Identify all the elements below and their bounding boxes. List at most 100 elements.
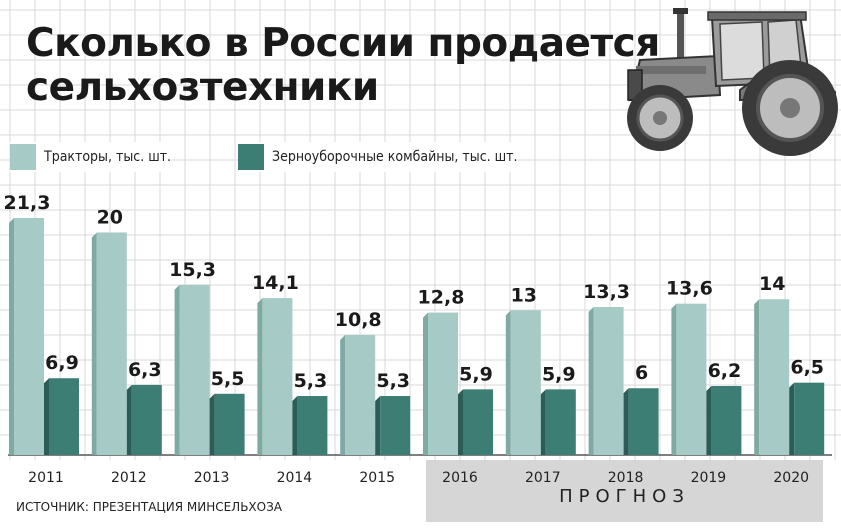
x-tick-label: 2014 <box>277 470 313 486</box>
bar-side <box>540 389 546 455</box>
bar-tractors-2020 <box>754 299 790 455</box>
data-label: 10,8 <box>335 309 382 331</box>
bar-combines-2017 <box>540 389 576 455</box>
bar-tractors-2014 <box>257 298 293 455</box>
bar-tractors-2017 <box>505 310 541 455</box>
legend-label-combines: Зерноуборочные комбайны, тыс. шт. <box>272 149 518 165</box>
x-tick-label: 2020 <box>773 470 809 486</box>
legend-swatch-combines <box>238 144 264 170</box>
legend-combines: Зерноуборочные комбайны, тыс. шт. <box>238 142 518 172</box>
legend-tractors: Тракторы, тыс. шт. <box>10 142 172 172</box>
forecast-band <box>426 460 823 522</box>
x-tick-label: 2013 <box>194 470 230 486</box>
title-line-1: Сколько в России продается <box>26 21 660 66</box>
bar-face <box>214 393 245 455</box>
x-tick-label: 2015 <box>359 470 395 486</box>
bar-face <box>628 388 659 455</box>
bar-combines-2011 <box>44 378 79 455</box>
data-label: 6 <box>635 362 648 384</box>
bar-face <box>262 298 293 455</box>
bar-side <box>623 388 629 455</box>
bar-face <box>510 310 541 455</box>
bar-side <box>257 298 263 455</box>
bar-face <box>297 396 328 455</box>
bar-combines-2018 <box>623 388 659 455</box>
x-tick-label: 2012 <box>111 470 147 486</box>
bar-tractors-2011 <box>9 218 44 455</box>
bar-side <box>9 218 14 455</box>
bar-tractors-2015 <box>340 334 376 455</box>
bar-side <box>126 384 132 455</box>
bar-tractors-2018 <box>588 307 624 455</box>
bar-side <box>423 312 428 455</box>
bar-face <box>345 334 376 455</box>
bar-side <box>671 303 677 455</box>
bar-combines-2015 <box>375 396 411 455</box>
bar-tractors-2012 <box>91 232 127 455</box>
bar-tractors-2016 <box>423 312 458 455</box>
bar-face <box>96 232 127 455</box>
x-tick-label: 2011 <box>28 470 64 486</box>
bar-combines-2020 <box>789 382 825 455</box>
x-tick-label: 2017 <box>525 470 561 486</box>
data-label: 20 <box>97 206 123 228</box>
bar-combines-2012 <box>126 384 162 455</box>
data-label: 21,3 <box>4 192 51 214</box>
data-label: 6,9 <box>45 352 79 374</box>
bar-side <box>588 307 594 455</box>
source-note: ИСТОЧНИК: ПРЕЗЕНТАЦИЯ МИНСЕЛЬХОЗА <box>16 500 282 514</box>
data-label: 5,9 <box>459 363 493 385</box>
bar-tractors-2019 <box>671 303 707 455</box>
bar-side <box>789 382 795 455</box>
bar-face <box>179 284 210 455</box>
bar-face <box>14 218 44 455</box>
bar-side <box>292 396 298 455</box>
bar-face <box>131 384 162 455</box>
bar-tractors-2013 <box>174 284 210 455</box>
bar-side <box>209 393 215 455</box>
data-label: 13,6 <box>666 278 713 300</box>
bar-face <box>545 389 576 455</box>
data-label: 13 <box>511 284 537 306</box>
x-tick-label: 2016 <box>442 470 478 486</box>
data-label: 6,5 <box>790 357 824 379</box>
x-tick-label: 2019 <box>691 470 727 486</box>
bar-face <box>49 378 79 455</box>
bar-face <box>593 307 624 455</box>
bar-side <box>458 389 463 455</box>
data-label: 6,2 <box>708 360 742 382</box>
title-line-2: сельхозтехники <box>26 65 379 110</box>
legend-swatch-tractors <box>10 144 36 170</box>
bar-side <box>375 396 381 455</box>
data-label: 6,3 <box>128 359 162 381</box>
bar-side <box>174 284 180 455</box>
bar-face <box>428 312 458 455</box>
legend-label-tractors: Тракторы, тыс. шт. <box>44 149 172 165</box>
bar-face <box>463 389 493 455</box>
bar-side <box>754 299 760 455</box>
bar-face <box>759 299 790 455</box>
data-label: 5,3 <box>376 370 410 392</box>
bar-side <box>706 386 712 455</box>
data-label: 5,5 <box>211 368 245 390</box>
data-label: 5,9 <box>542 363 576 385</box>
chart-title: Сколько в России продается сельхозтехник… <box>26 22 660 110</box>
bar-side <box>44 378 49 455</box>
bar-face <box>711 386 742 455</box>
data-label: 15,3 <box>169 259 216 281</box>
bar-side <box>340 334 346 455</box>
x-tick-label: 2018 <box>608 470 644 486</box>
data-label: 14 <box>759 273 785 295</box>
bar-side <box>91 232 97 455</box>
bar-face <box>380 396 411 455</box>
bar-combines-2019 <box>706 386 742 455</box>
data-label: 14,1 <box>252 272 299 294</box>
bar-combines-2016 <box>458 389 493 455</box>
bar-face <box>794 382 825 455</box>
data-label: 5,3 <box>294 370 328 392</box>
bar-combines-2013 <box>209 393 245 455</box>
bar-face <box>676 303 707 455</box>
